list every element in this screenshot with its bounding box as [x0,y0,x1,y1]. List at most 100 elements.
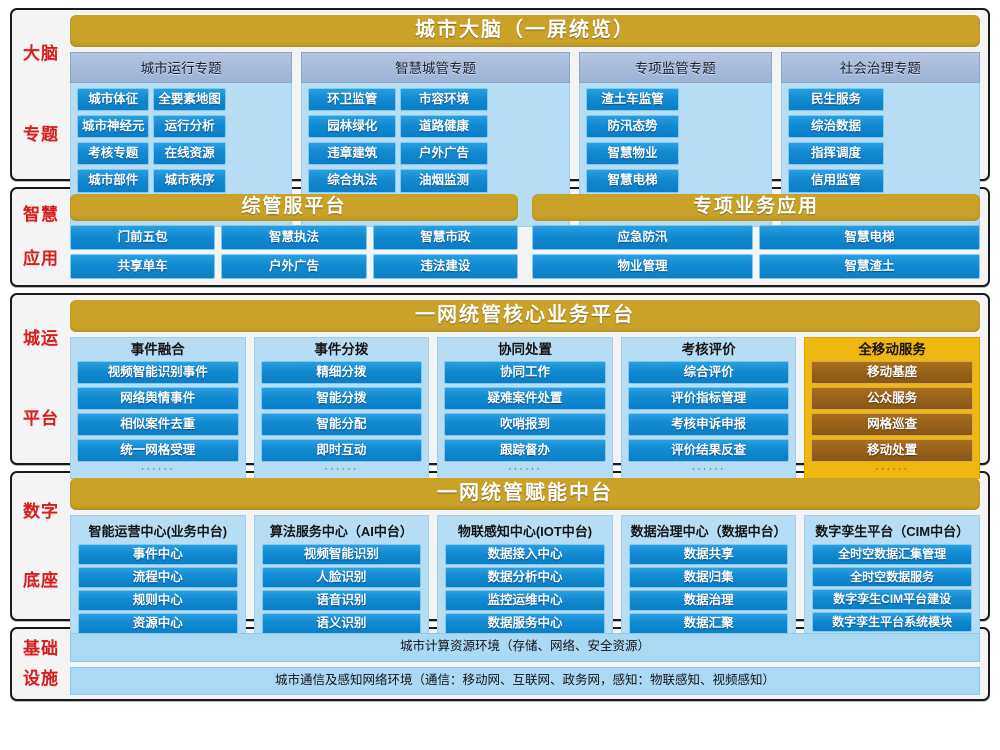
brain-item[interactable]: 城市秩序 [153,169,226,193]
brain-item[interactable]: 防汛态势 [585,115,680,139]
core-item[interactable]: 考核申诉申报 [627,413,790,437]
brain-item[interactable]: 综治数据 [787,115,885,139]
side-label-line-2: 设施 [23,669,59,688]
infra-bar-compute: 城市计算资源环境（存储、网络、安全资源） [70,633,980,662]
side-label-line-1: 大脑 [23,44,59,64]
base-item[interactable]: 规则中心 [78,590,238,612]
apps-group-special-business: 专项业务应用 应急防汛 智慧电梯 物业管理 智慧渣土 [532,194,980,279]
base-item[interactable]: 数据治理 [628,590,789,612]
app-item[interactable]: 共享单车 [70,253,216,279]
base-item[interactable]: 事件中心 [78,544,238,566]
brain-item[interactable]: 渣土车监管 [585,88,680,112]
core-item[interactable]: 跟踪督办 [444,439,606,463]
core-item[interactable]: 智能分配 [260,413,423,437]
brain-item[interactable]: 在线资源 [153,142,226,166]
column-title: 专项监管专题 [578,52,772,83]
app-item[interactable]: 门前五包 [70,224,216,250]
base-item[interactable]: 语音识别 [261,590,422,612]
base-item[interactable]: 数据接入中心 [445,544,605,566]
column-title: 智慧城管专题 [301,52,570,83]
app-item[interactable]: 智慧执法 [221,224,367,250]
brain-item[interactable]: 市容环境 [400,88,488,112]
core-column-event-dispatch: 事件分拨 精细分拨 智能分拨 智能分配 即时互动 ······ [253,337,430,480]
core-item[interactable]: 视频智能识别事件 [77,360,239,384]
core-item[interactable]: 疑难案件处置 [444,386,606,411]
core-item[interactable]: 移动基座 [811,360,973,384]
core-item[interactable]: 移动处置 [811,439,973,463]
base-item[interactable]: 数据共享 [628,544,789,566]
banner-city-brain: 城市大脑（一屏统览） [70,15,980,47]
core-item[interactable]: 评价结果反查 [627,439,790,463]
brain-item[interactable]: 指挥调度 [787,142,885,166]
core-item[interactable]: 协同工作 [444,360,606,384]
brain-item[interactable]: 考核专题 [77,142,150,166]
base-item[interactable]: 数据汇聚 [628,613,789,635]
core-column-title: 协同处置 [497,342,552,357]
brain-item[interactable]: 道路健康 [400,115,488,139]
base-item[interactable]: 数据归集 [628,567,789,589]
brain-item[interactable]: 违章建筑 [308,142,397,166]
base-item[interactable]: 数字孪生平台系统模块 [812,611,972,633]
brain-item[interactable]: 油烟监测 [400,169,488,193]
core-item[interactable]: 公众服务 [811,386,973,411]
core-column-assessment-evaluation: 考核评价 综合评价 评价指标管理 考核申诉申报 评价结果反查 ······ [620,337,797,480]
core-item[interactable]: 统一网格受理 [77,439,239,463]
brain-item[interactable]: 智慧物业 [585,142,680,166]
base-column-iot-sensing-center: 物联感知中心(IOT中台) 数据接入中心 数据分析中心 监控运维中心 数据服务中… [437,515,613,643]
core-item[interactable]: 网格巡查 [811,413,973,437]
brain-item[interactable]: 城市体征 [77,88,150,112]
side-label-core: 城运 平台 [12,295,70,463]
base-item[interactable]: 数据分析中心 [445,567,605,589]
base-column-title: 数据治理中心（数据中台） [630,524,787,539]
apps-row: 共享单车 户外广告 违法建设 [70,253,518,279]
base-item[interactable]: 数字孪生CIM平台建设 [812,589,972,610]
base-column-data-governance-center: 数据治理中心（数据中台） 数据共享 数据归集 数据治理 数据汇聚 [620,515,797,643]
core-item[interactable]: 评价指标管理 [627,386,790,411]
side-label-base: 数字 底座 [12,473,70,619]
brain-item[interactable]: 信用监管 [787,169,885,193]
side-label-line-1: 基础 [23,639,59,659]
base-item[interactable]: 流程中心 [78,567,238,589]
base-item[interactable]: 人脸识别 [261,567,422,589]
brain-item[interactable]: 综合执法 [308,169,397,193]
core-item[interactable]: 即时互动 [260,439,423,463]
side-label-apps: 智慧 应用 [12,189,70,285]
base-item[interactable]: 全时空数据服务 [812,566,972,588]
app-item[interactable]: 户外广告 [221,253,367,279]
core-item[interactable]: 精细分拨 [260,360,423,384]
core-item[interactable]: 吹哨报到 [444,413,606,437]
app-item[interactable]: 违法建设 [372,253,518,279]
app-item[interactable]: 智慧市政 [372,224,518,250]
brain-column-city-operation: 城市运行专题 城市体征 全要素地图 城市神经元 运行分析 考核专题 在线资源 城… [70,52,293,227]
app-item[interactable]: 应急防汛 [532,224,753,250]
base-item[interactable]: 监控运维中心 [445,590,605,612]
base-column-title: 智能运营中心(业务中台) [88,524,228,539]
app-item[interactable]: 智慧电梯 [759,224,980,250]
brain-item[interactable]: 全要素地图 [153,88,226,112]
core-item[interactable]: 综合评价 [627,360,790,384]
section-city-brain: 大脑 专题 城市大脑（一屏统览） 城市运行专题 城市体征 全要素地图 城市神经元… [10,8,990,227]
core-item[interactable]: 相似案件去重 [77,413,239,437]
base-item[interactable]: 全时空数据汇集管理 [812,544,972,565]
app-item[interactable]: 物业管理 [532,253,753,279]
app-item[interactable]: 智慧渣土 [759,253,980,279]
core-column-title: 事件融合 [130,342,185,357]
brain-item[interactable]: 城市神经元 [77,115,150,139]
brain-item[interactable]: 城市部件 [77,169,150,193]
brain-item[interactable]: 环卫监管 [308,88,397,112]
more-dots: ······ [691,463,726,476]
brain-item[interactable]: 运行分析 [153,115,226,139]
base-item[interactable]: 视频智能识别 [261,544,422,566]
core-item[interactable]: 智能分拨 [260,386,423,411]
brain-item[interactable]: 智慧电梯 [585,169,680,193]
brain-item[interactable]: 园林绿化 [308,115,397,139]
core-item[interactable]: 网络舆情事件 [77,386,239,411]
apps-group-comprehensive-platform: 综管服平台 门前五包 智慧执法 智慧市政 共享单车 户外广告 违法建设 [70,194,518,279]
section-digital-foundation: 数字 底座 一网统管赋能中台 智能运营中心(业务中台) 事件中心 流程中心 规则… [10,471,990,643]
infra-bar-network: 城市通信及感知网络环境（通信：移动网、互联网、政务网，感知：物联感知、视频感知） [70,666,980,695]
brain-item[interactable]: 民生服务 [787,88,885,112]
apps-row: 门前五包 智慧执法 智慧市政 [70,224,518,250]
core-column-title: 全移动服务 [858,342,926,357]
side-label-line-2: 底座 [23,570,59,590]
brain-item[interactable]: 户外广告 [400,142,488,166]
